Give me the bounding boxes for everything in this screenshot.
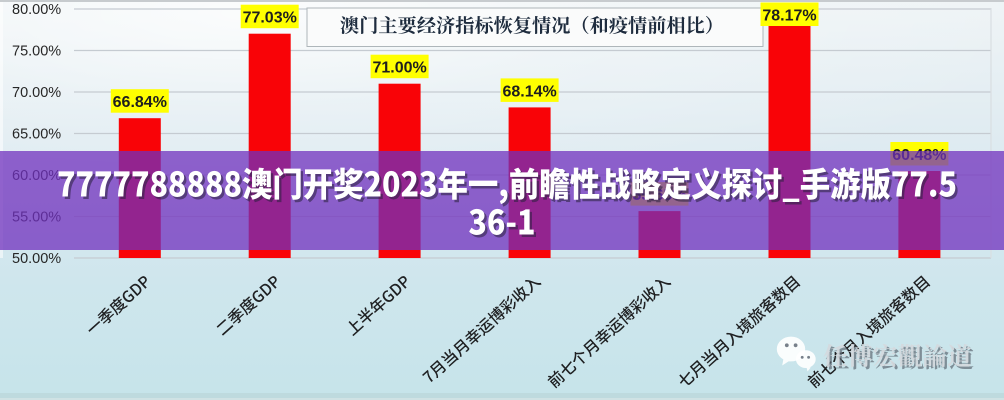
svg-text:78.17%: 78.17% xyxy=(762,8,816,25)
svg-text:66.84%: 66.84% xyxy=(113,94,167,111)
svg-text:68.14%: 68.14% xyxy=(502,83,556,100)
svg-text:65.00%: 65.00% xyxy=(12,127,61,143)
svg-text:77.03%: 77.03% xyxy=(243,10,297,27)
svg-text:75.00%: 75.00% xyxy=(12,44,61,60)
svg-text:71.00%: 71.00% xyxy=(372,60,426,77)
svg-text:50.00%: 50.00% xyxy=(12,251,61,267)
svg-text:70.00%: 70.00% xyxy=(12,85,61,101)
svg-text:80.00%: 80.00% xyxy=(12,2,61,18)
